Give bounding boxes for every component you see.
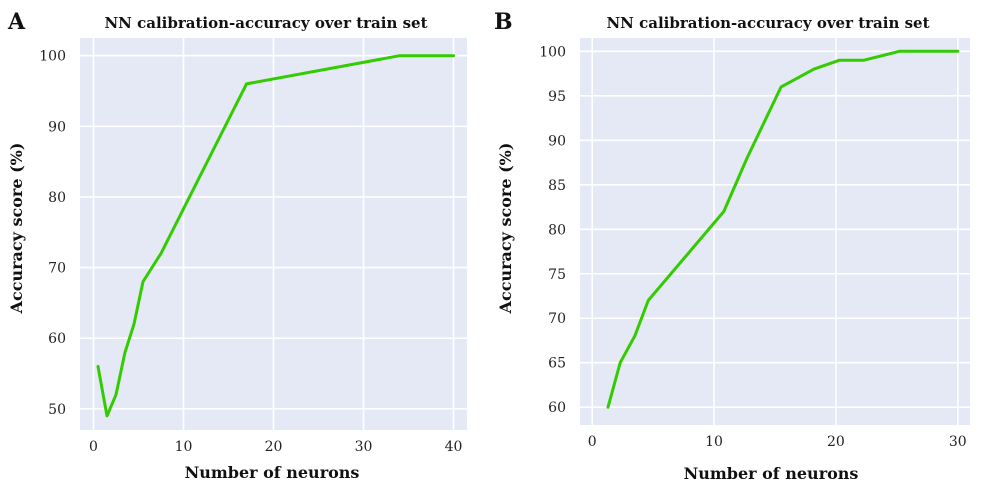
x-axis-label-a: Number of neurons <box>185 463 360 482</box>
y-tick-label-b: 70 <box>548 311 566 327</box>
chart-panel-b: B NN calibration-accuracy over train set… <box>494 9 970 483</box>
chart-title-b: NN calibration-accuracy over train set <box>606 14 929 32</box>
y-tick-label-a: 90 <box>48 119 66 135</box>
y-tick-label-b: 60 <box>548 400 566 416</box>
x-axis-label-b: Number of neurons <box>684 464 859 483</box>
chart-panel-a: A NN calibration-accuracy over train set… <box>7 9 467 482</box>
x-tick-label-b: 0 <box>588 434 597 450</box>
panel-letter-a: A <box>7 9 26 35</box>
y-tick-label-b: 85 <box>548 178 566 194</box>
y-tick-label-b: 65 <box>548 356 566 372</box>
accuracy-line-a <box>96 54 455 418</box>
x-tick-label-b: 20 <box>827 434 845 450</box>
grid-b <box>580 38 970 425</box>
y-tick-label-a: 50 <box>48 402 66 418</box>
x-tick-label-a: 0 <box>89 439 98 455</box>
y-tick-label-b: 95 <box>548 89 566 105</box>
y-tick-label-b: 90 <box>548 133 566 149</box>
y-ticks-b: 60 65 70 75 80 85 90 95 100 <box>539 44 566 416</box>
y-tick-label-b: 100 <box>539 44 566 60</box>
accuracy-line-b <box>606 49 960 409</box>
series-a <box>96 54 455 418</box>
y-tick-label-a: 70 <box>48 261 66 277</box>
x-tick-label-a: 30 <box>355 439 373 455</box>
y-axis-label-a: Accuracy score (%) <box>7 143 26 315</box>
x-tick-label-b: 30 <box>949 434 967 450</box>
x-ticks-a: 0 10 20 30 40 <box>89 439 462 455</box>
y-ticks-a: 50 60 70 80 90 100 <box>39 49 66 418</box>
y-tick-label-b: 75 <box>548 267 566 283</box>
y-axis-label-b: Accuracy score (%) <box>496 143 515 315</box>
x-tick-label-b: 10 <box>705 434 723 450</box>
x-tick-label-a: 10 <box>175 439 193 455</box>
panel-letter-b: B <box>494 9 513 35</box>
y-tick-label-a: 60 <box>48 331 66 347</box>
series-b <box>606 49 960 409</box>
x-tick-label-a: 20 <box>265 439 283 455</box>
x-tick-label-a: 40 <box>445 439 463 455</box>
y-tick-label-a: 100 <box>39 49 66 65</box>
chart-title-a: NN calibration-accuracy over train set <box>104 14 427 32</box>
x-ticks-b: 0 10 20 30 <box>588 434 967 450</box>
y-tick-label-b: 80 <box>548 222 566 238</box>
y-tick-label-a: 80 <box>48 190 66 206</box>
